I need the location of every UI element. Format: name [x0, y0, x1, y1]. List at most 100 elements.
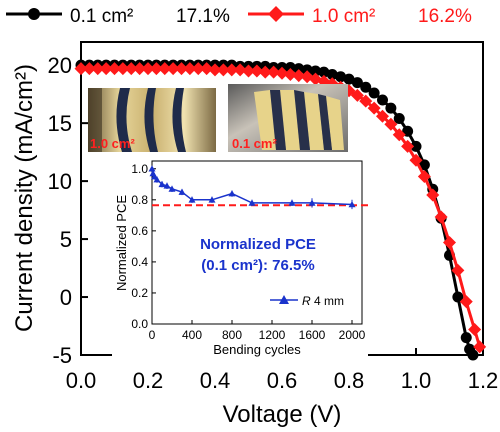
data-point [426, 188, 440, 202]
y-axis-title: Current density (mA/cm²) [11, 64, 38, 332]
data-point [392, 128, 406, 142]
data-point [376, 109, 389, 123]
y-tick-label: -5 [52, 343, 72, 368]
inset-data-point [148, 165, 156, 172]
data-point [452, 291, 464, 303]
x-tick-label: 0.4 [200, 368, 231, 393]
x-tick-label: 0.2 [133, 368, 164, 393]
data-point [460, 332, 472, 344]
data-point [191, 62, 205, 76]
inset-background [112, 156, 368, 356]
data-point [133, 62, 147, 76]
inset-annotation-line2: (0.1 cm²): 76.5% [201, 257, 314, 274]
data-point [443, 236, 456, 250]
data-point [318, 66, 330, 78]
data-point [467, 349, 479, 361]
data-point [410, 140, 422, 152]
x-axis: 0.0 0.2 0.4 0.6 0.8 1.0 1.2 [66, 348, 499, 393]
inset-data-point [188, 196, 196, 203]
data-point [292, 69, 306, 83]
photo-right-label: 0.1 cm² [232, 136, 277, 151]
data-point [384, 117, 398, 131]
data-point [293, 63, 305, 75]
data-point [149, 62, 163, 76]
data-point [451, 263, 465, 277]
data-point [393, 113, 405, 125]
inset-x-tick-label: 0 [149, 328, 156, 342]
inset-data-point [248, 199, 256, 206]
data-point [258, 65, 272, 79]
legend-pce-1: 16.2% [418, 6, 472, 27]
data-point [166, 62, 180, 76]
x-tick-label: 1.2 [468, 368, 499, 393]
inset-legend: R 4 mm [270, 294, 344, 308]
legend-entry-1: 1.0 cm² 16.2% [248, 6, 472, 27]
inset-x-tick-label: 800 [222, 328, 242, 342]
data-point [360, 81, 372, 93]
data-point [124, 62, 138, 76]
data-point [409, 153, 423, 167]
inset-data-point [153, 176, 161, 183]
legend-label-0: 0.1 cm² [70, 6, 133, 27]
data-point [200, 62, 214, 76]
inset-data-point [208, 196, 216, 203]
x-tick-label: 1.0 [401, 368, 432, 393]
inset-y-axis-title: Normalized PCE [114, 195, 129, 291]
data-point [301, 64, 313, 76]
photo-left-label: 1.0 cm² [90, 136, 135, 151]
data-point [91, 62, 105, 76]
inset-data-point [308, 199, 316, 206]
inset-data-point [228, 190, 236, 197]
legend-label-1: 1.0 cm² [312, 6, 375, 27]
data-point [108, 62, 121, 76]
data-point [233, 63, 247, 77]
data-point [82, 62, 96, 76]
main-series [74, 59, 487, 361]
data-point [99, 62, 113, 76]
data-point [250, 64, 264, 78]
data-point [267, 65, 281, 79]
x-tick-label: 0.8 [334, 368, 365, 393]
inset-data-point [168, 185, 176, 192]
data-point [208, 63, 222, 77]
y-tick-label: 0 [60, 285, 72, 310]
data-point [141, 62, 155, 76]
inset-data-point [348, 200, 356, 208]
data-point [377, 94, 388, 106]
photo-left: 1.0 cm² [88, 88, 216, 152]
data-point [368, 87, 380, 99]
data-point [275, 66, 289, 80]
y-tick-label: 5 [60, 227, 72, 252]
data-point [418, 159, 430, 171]
legend-pce-0: 17.1% [176, 6, 230, 27]
inset-y-axis: 0.0 0.2 0.4 0.6 0.8 1.0 [131, 162, 156, 331]
y-tick-label: 15 [48, 111, 72, 136]
x-tick-label: 0.6 [267, 368, 298, 393]
inset-x-tick-label: 1600 [299, 328, 326, 342]
inset-chart: 0 400 800 1200 1600 2000 0.0 0.2 0.4 0.6 0.8 1.0 B… [112, 156, 368, 357]
inset-frame [151, 160, 363, 325]
data-point [216, 63, 230, 77]
data-point [350, 88, 364, 102]
data-point [473, 340, 487, 354]
data-point [385, 102, 397, 114]
data-point [351, 77, 363, 89]
inset-x-axis-title: Bending cycles [213, 342, 301, 357]
inset-series [148, 165, 368, 210]
inset-x-tick-label: 1200 [259, 328, 286, 342]
y-axis: -5 0 5 10 15 20 [48, 53, 88, 368]
y-tick-label: 10 [48, 169, 72, 194]
data-point [367, 101, 381, 115]
inset-y-tick-label: 0.4 [131, 255, 148, 269]
data-point [335, 71, 347, 83]
y-tick-label: 20 [48, 53, 72, 78]
data-point [468, 322, 482, 336]
data-point [175, 62, 188, 76]
inset-y-tick-label: 0.8 [131, 193, 148, 207]
data-point [225, 63, 239, 77]
x-tick-label: 0.0 [66, 368, 97, 393]
data-point [283, 67, 297, 81]
inset-annotation-line1: Normalized PCE [200, 236, 316, 253]
legend: 0.1 cm² 17.1% 1.0 cm² 16.2% [6, 6, 472, 27]
